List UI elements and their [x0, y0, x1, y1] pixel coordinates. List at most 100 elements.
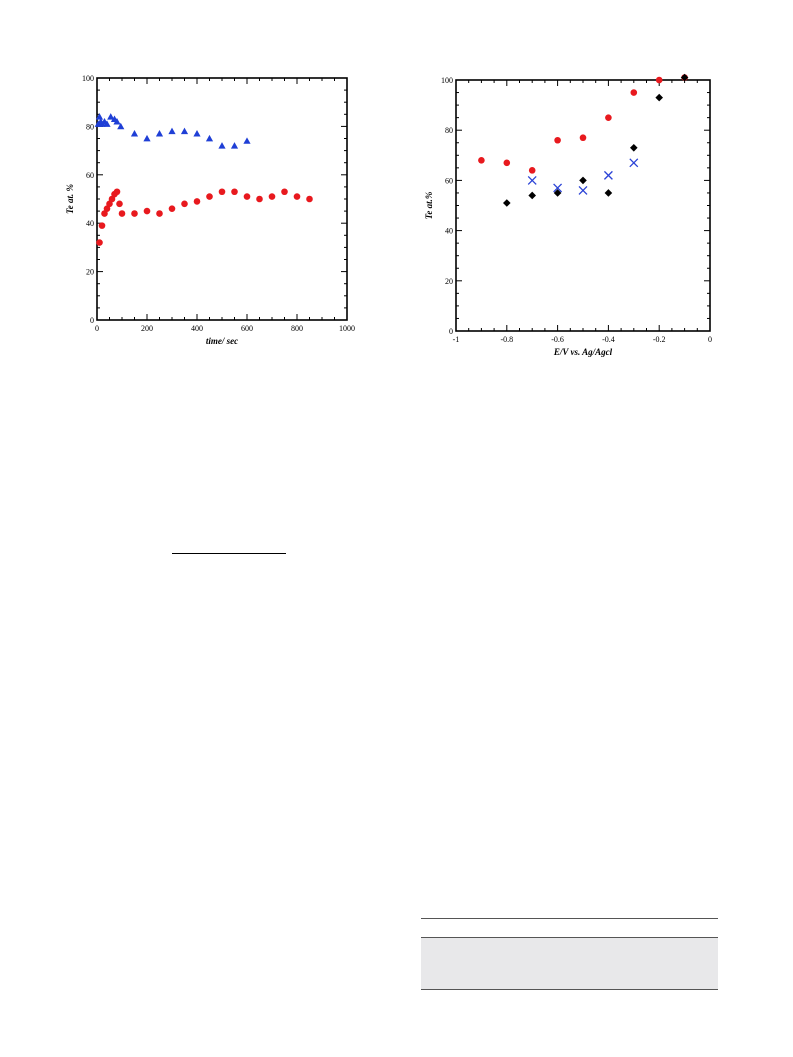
x-tick-label: 0: [95, 324, 99, 333]
data-point-circle: [113, 188, 121, 196]
table-body-shading: [421, 938, 718, 989]
data-point-circle: [193, 198, 201, 205]
data-point-triangle: [218, 142, 226, 149]
data-point-circle: [156, 210, 163, 217]
cross-stroke: [553, 183, 563, 193]
data-point-circle: [131, 210, 138, 217]
data-point-diamond: [604, 189, 613, 197]
data-point-triangle: [168, 127, 176, 135]
text-underline-rule: [172, 553, 286, 554]
chart-te-vs-time: 0 200 400 600 800 1000 0 20 40 60 80 100 time/ sec Te…: [65, 74, 355, 346]
table-bottom-rule: [421, 989, 718, 990]
data-point-diamond: [503, 199, 511, 207]
data-point-diamond: [528, 191, 536, 200]
data-point-circle: [503, 159, 511, 167]
x-tick-label: 0: [708, 335, 712, 344]
data-point-triangle: [155, 130, 164, 137]
x-axis-title: time/ sec: [206, 336, 238, 346]
table-header-rule: [421, 937, 718, 938]
y-tick-label: 100: [441, 76, 453, 85]
data-point-triangle: [103, 120, 111, 127]
data-point-triangle: [107, 113, 115, 120]
y-axis-title: Te at.%: [424, 191, 434, 219]
x-tick-label: 600: [241, 324, 253, 333]
data-point-circle: [630, 89, 638, 96]
data-point-circle: [256, 195, 263, 203]
data-point-triangle: [243, 137, 251, 144]
y-tick-label: 80: [445, 126, 453, 135]
data-point-circle: [98, 222, 106, 229]
data-point-diamond: [680, 73, 689, 82]
y-tick-label: 40: [445, 227, 453, 236]
data-point-triangle: [113, 117, 121, 125]
x-tick-label: 1000: [339, 324, 355, 333]
data-point-triangle: [117, 122, 125, 130]
x-tick-label: -0.2: [653, 335, 666, 344]
data-point-circle: [206, 193, 213, 200]
data-point-circle: [478, 157, 485, 164]
cross-stroke: [629, 158, 639, 168]
y-tick-label: 60: [445, 176, 453, 185]
data-point-diamond: [553, 189, 562, 197]
data-point-triangle: [143, 134, 151, 142]
plot-frame: [455, 79, 711, 332]
y-tick-label: 0: [449, 327, 453, 336]
data-point-circle: [116, 200, 123, 208]
x-tick-label: 400: [191, 324, 203, 333]
data-point-circle: [96, 239, 103, 246]
x-tick-label: -0.6: [551, 335, 564, 344]
data-point-circle: [268, 193, 276, 200]
y-tick-label: 100: [82, 74, 94, 83]
cross-stroke: [578, 185, 588, 195]
x-tick-label: -1: [453, 335, 460, 344]
data-point-triangle: [95, 113, 104, 120]
chart-te-vs-potential: -1 -0.8 -0.6 -0.4 -0.2 0 0 20 40 60 80 100 E/V vs. A…: [424, 73, 712, 357]
data-point-circle: [108, 195, 116, 203]
data-point-circle: [306, 195, 313, 203]
data-point-circle: [528, 167, 536, 174]
y-tick-label: 60: [86, 171, 94, 180]
data-point-circle: [655, 76, 663, 84]
data-point-circle: [281, 188, 288, 196]
data-point-circle: [168, 205, 176, 212]
data-point-circle: [293, 193, 301, 200]
data-point-circle: [106, 200, 113, 208]
data-point-diamond: [579, 176, 587, 185]
data-point-circle: [103, 205, 111, 212]
data-point-circle: [554, 136, 561, 144]
y-tick-label: 40: [86, 219, 94, 228]
data-point-diamond: [630, 143, 638, 152]
x-tick-label: -0.8: [500, 335, 513, 344]
data-point-circle: [143, 207, 151, 215]
data-point-triangle: [180, 127, 189, 135]
data-point-circle: [579, 134, 587, 142]
data-point-cross: [553, 183, 563, 193]
data-point-circle: [218, 188, 226, 196]
x-tick-label: 200: [141, 324, 153, 333]
x-axis-title: E/V vs. Ag/Agcl: [553, 347, 613, 357]
data-point-triangle: [230, 142, 239, 149]
data-point-circle: [243, 193, 251, 200]
data-point-circle: [118, 210, 126, 217]
data-point-diamond: [655, 93, 663, 102]
table-fragment: [421, 918, 718, 990]
y-axis-title: Te at. %: [65, 184, 75, 214]
data-point-cross: [527, 175, 537, 185]
y-tick-label: 80: [86, 122, 94, 131]
data-point-circle: [181, 200, 188, 208]
y-tick-label: 20: [445, 277, 453, 286]
table-top-rule: [421, 918, 718, 919]
data-point-triangle: [130, 130, 139, 137]
x-tick-label: 800: [291, 324, 303, 333]
data-point-cross: [629, 158, 639, 168]
data-point-cross: [578, 185, 588, 195]
cross-stroke: [603, 170, 613, 180]
data-point-cross: [603, 170, 613, 180]
data-point-triangle: [193, 130, 201, 137]
y-tick-label: 0: [90, 316, 94, 325]
data-point-triangle: [205, 134, 214, 142]
y-tick-label: 20: [86, 268, 94, 277]
x-tick-label: -0.4: [602, 335, 615, 344]
cross-stroke: [527, 175, 537, 185]
data-point-circle: [231, 188, 238, 196]
